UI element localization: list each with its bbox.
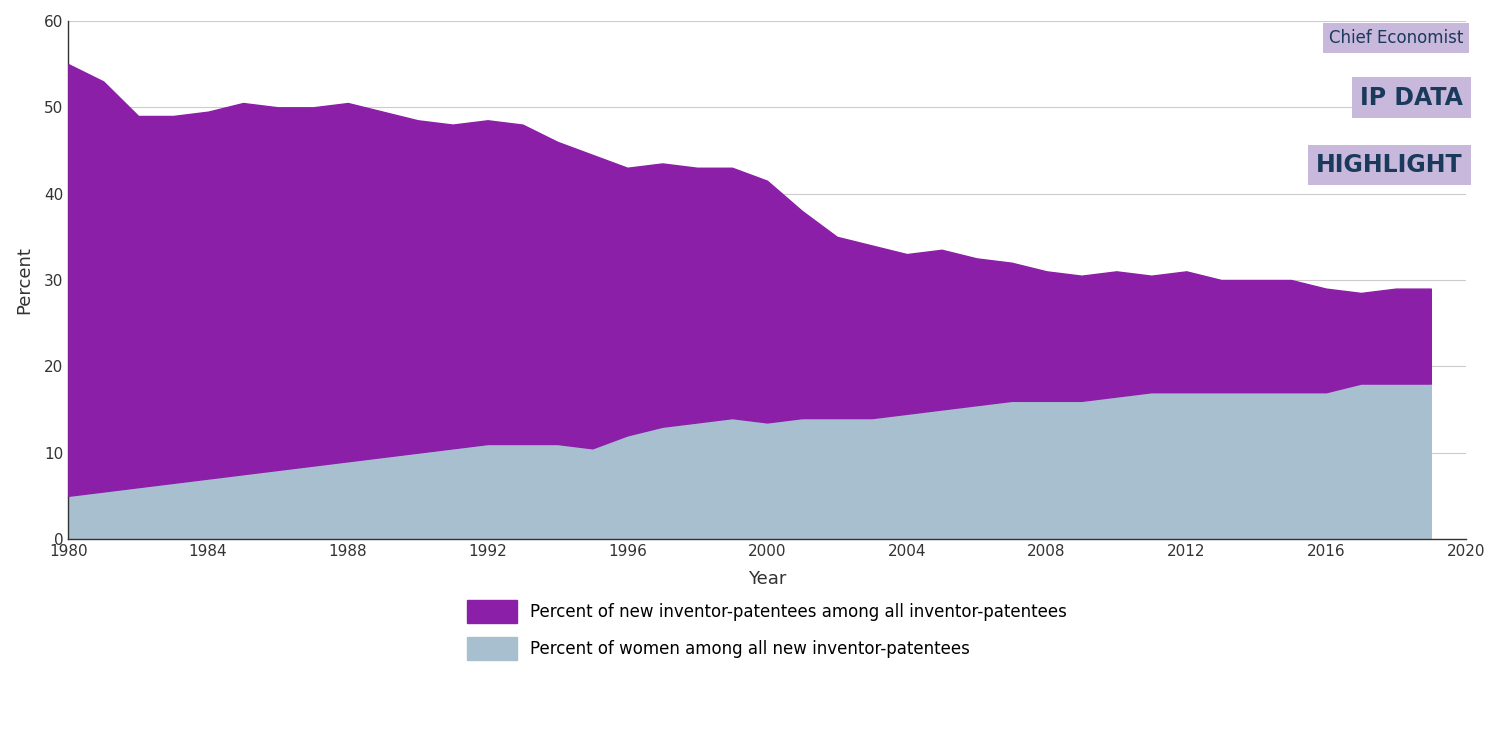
Y-axis label: Percent: Percent <box>15 246 33 314</box>
Legend: Percent of new inventor-patentees among all inventor-patentees, Percent of women: Percent of new inventor-patentees among … <box>466 599 1066 660</box>
Text: Chief Economist: Chief Economist <box>1329 28 1462 46</box>
Text: IP DATA: IP DATA <box>1360 86 1462 109</box>
X-axis label: Year: Year <box>748 570 786 588</box>
Text: HIGHLIGHT: HIGHLIGHT <box>1317 153 1462 177</box>
